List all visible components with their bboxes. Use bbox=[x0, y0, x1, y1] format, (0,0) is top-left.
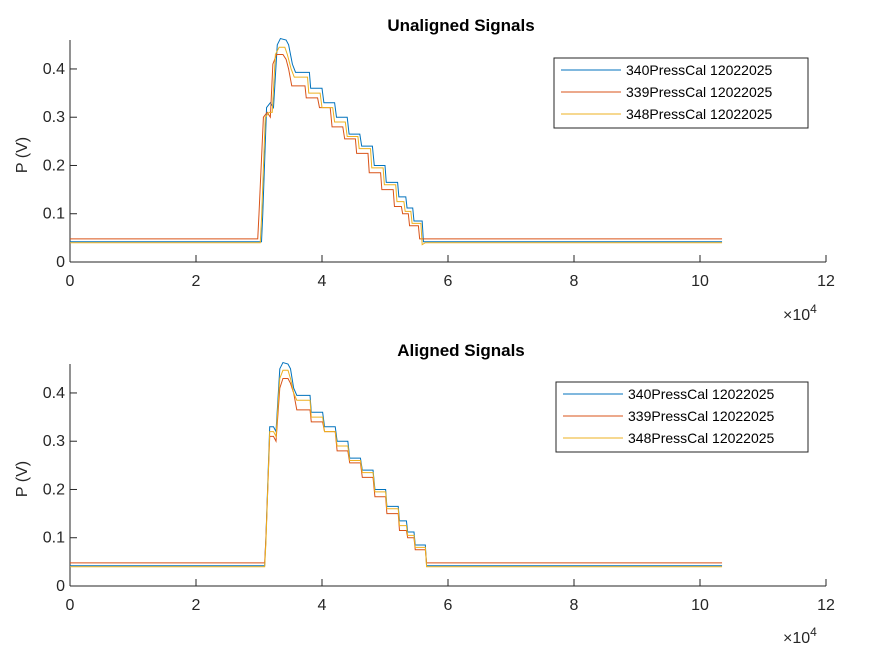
y-axis-label: P (V) bbox=[14, 461, 31, 497]
y-tick-label: 0.3 bbox=[43, 109, 65, 126]
x-tick-label: 0 bbox=[66, 597, 75, 614]
series-line-3 bbox=[70, 369, 723, 568]
series-line-1 bbox=[70, 37, 723, 243]
x-tick-label: 2 bbox=[192, 597, 201, 614]
chart-1: Unaligned Signals P (V) 0 2 4 6 8 10 12 0 0.1 0.2 0.… bbox=[14, 16, 835, 324]
x-exponent-power: 4 bbox=[810, 302, 817, 316]
x-tick-label: 4 bbox=[318, 273, 327, 290]
legend-entry-2: 339PressCal 12022025 bbox=[626, 84, 773, 100]
y-tick-label: 0.4 bbox=[43, 61, 65, 78]
legend: 340PressCal 12022025 339PressCal 12022025… bbox=[555, 381, 809, 453]
x-tick-label: 6 bbox=[444, 597, 453, 614]
chart-title: Aligned Signals bbox=[397, 341, 525, 360]
x-exponent-base: ×10 bbox=[783, 307, 810, 324]
y-tick-label: 0 bbox=[56, 254, 65, 271]
x-exponent-base: ×10 bbox=[783, 630, 810, 647]
x-tick-label: 12 bbox=[817, 597, 835, 614]
x-tick-label: 10 bbox=[691, 273, 709, 290]
y-tick-label: 0.2 bbox=[43, 157, 65, 174]
y-tick-label: 0.1 bbox=[43, 530, 65, 547]
x-tick-label: 0 bbox=[66, 273, 75, 290]
legend-entry-2: 339PressCal 12022025 bbox=[628, 408, 775, 424]
series-line-3 bbox=[70, 46, 723, 246]
y-tick-label: 0.4 bbox=[43, 385, 65, 402]
x-exponent-label: ×104 bbox=[783, 302, 817, 324]
chart-2: Aligned Signals P (V) 0 2 4 6 8 10 12 0 0.1 0.2 0.3 0… bbox=[14, 341, 835, 647]
x-tick-label: 6 bbox=[444, 273, 453, 290]
y-tick-label: 0 bbox=[56, 578, 65, 595]
legend-entry-3: 348PressCal 12022025 bbox=[626, 106, 773, 122]
x-tick-label: 2 bbox=[192, 273, 201, 290]
series-line-2 bbox=[70, 377, 723, 564]
y-tick-label: 0.3 bbox=[43, 433, 65, 450]
legend: 340PressCal 12022025 339PressCal 12022025… bbox=[553, 57, 809, 129]
series-line-2 bbox=[70, 53, 723, 240]
x-tick-label: 12 bbox=[817, 273, 835, 290]
y-tick-label: 0.2 bbox=[43, 481, 65, 498]
x-exponent-power: 4 bbox=[810, 625, 817, 639]
series-line-1 bbox=[70, 361, 723, 567]
x-tick-label: 8 bbox=[570, 273, 579, 290]
legend-entry-3: 348PressCal 12022025 bbox=[628, 430, 775, 446]
y-axis-label: P (V) bbox=[14, 137, 31, 173]
x-tick-label: 8 bbox=[570, 597, 579, 614]
x-tick-label: 10 bbox=[691, 597, 709, 614]
legend-entry-1: 340PressCal 12022025 bbox=[628, 386, 775, 402]
chart-title: Unaligned Signals bbox=[387, 16, 534, 35]
x-tick-label: 4 bbox=[318, 597, 327, 614]
legend-box bbox=[555, 381, 809, 453]
y-tick-label: 0.1 bbox=[43, 206, 65, 223]
legend-entry-1: 340PressCal 12022025 bbox=[626, 62, 773, 78]
x-exponent-label: ×104 bbox=[783, 625, 817, 647]
